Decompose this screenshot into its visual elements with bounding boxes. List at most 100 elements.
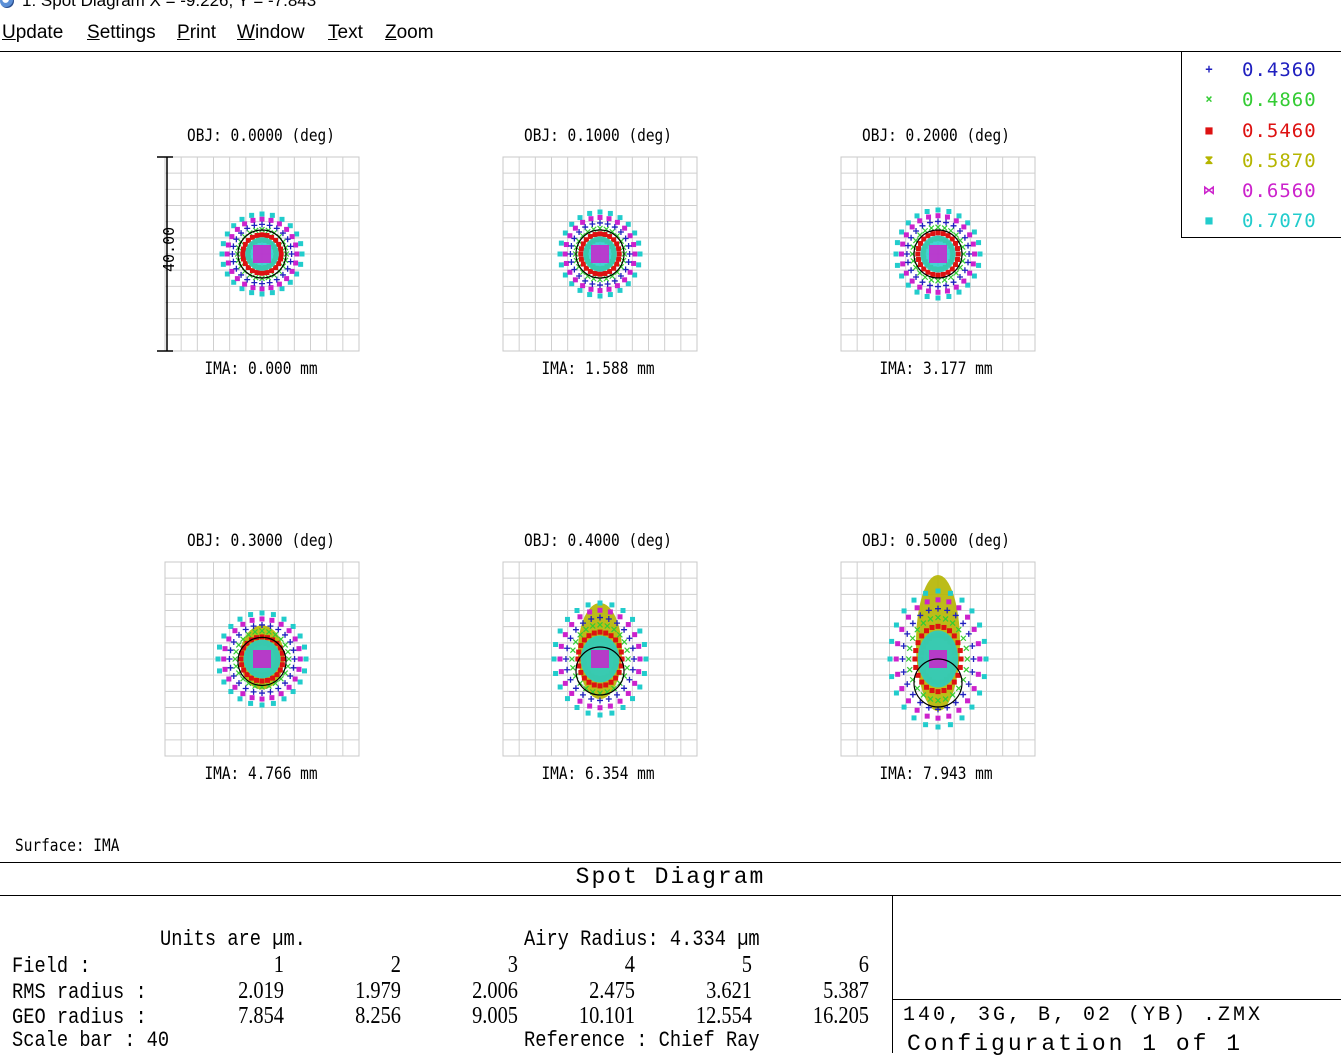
spot-marker-square [586, 633, 592, 639]
spot-marker-square [578, 643, 584, 649]
spot-marker-square [597, 600, 603, 606]
spot-marker-cross [259, 628, 265, 634]
spot-marker-square [273, 237, 279, 243]
spot-marker-square [234, 226, 240, 232]
spot-marker-square [603, 682, 609, 688]
spot-marker-plus [904, 681, 911, 688]
menu-divider [0, 51, 1341, 52]
spot-marker-square [946, 713, 952, 719]
spot-marker-plus [250, 623, 257, 630]
spot-marker-square [237, 616, 243, 622]
spot-marker-square [935, 295, 941, 301]
spot-marker-plus [926, 282, 933, 289]
menu-zoom[interactable]: Zoom [385, 22, 434, 43]
spot-marker-cross [624, 664, 631, 671]
spot-marker-square [259, 232, 265, 238]
spot-marker-square [279, 650, 285, 656]
spot-marker-cross [920, 691, 927, 698]
configuration-label: Configuration 1 of 1 [907, 1031, 1244, 1057]
spot-marker-square [278, 251, 284, 257]
menu-print[interactable]: Print [177, 22, 217, 43]
spot-marker-square [947, 628, 953, 634]
spot-marker-square [945, 269, 951, 275]
spot-marker-plus [965, 259, 972, 266]
field-number: 2 [390, 952, 401, 978]
spot-marker-square [577, 215, 583, 221]
spot-marker-plus [589, 220, 596, 227]
spot-marker-square [630, 696, 636, 702]
spot-marker-square [893, 622, 899, 628]
spot-marker-plus [227, 647, 234, 654]
spot-marker-square [969, 704, 975, 710]
spot-marker-cross [927, 616, 934, 622]
spot-marker-square [603, 630, 609, 636]
spot-marker-square [637, 251, 643, 257]
spot-marker-square [926, 214, 932, 220]
spot-marker-cross [285, 648, 291, 655]
spot-marker-square [286, 628, 292, 634]
spot-marker-plus [605, 615, 612, 622]
spot-marker-square [899, 229, 905, 235]
spot-marker-square [242, 281, 248, 287]
spot-marker-cross [245, 631, 252, 638]
spot-marker-plus [288, 251, 295, 257]
spot-marker-plus [568, 259, 575, 266]
spot-marker-cross [584, 273, 591, 280]
spot-marker-plus [266, 279, 273, 286]
spot-marker-square [972, 251, 978, 257]
spot-marker-square [614, 219, 620, 225]
menu-text[interactable]: Text [328, 22, 363, 43]
spot-marker-square [918, 240, 924, 246]
spot-marker-square [225, 260, 231, 266]
spot-marker-square [911, 597, 917, 603]
spot-marker-cross [942, 616, 949, 622]
spot-marker-square [602, 270, 608, 276]
spot-marker-square [944, 288, 950, 294]
units-note: Units are µm. [160, 927, 306, 952]
spot-marker-square [981, 674, 987, 680]
spot-marker-square [977, 622, 983, 628]
spot-marker-square [254, 270, 260, 276]
spot-marker-square [914, 707, 920, 713]
menu-update[interactable]: Update [2, 22, 64, 43]
spot-marker-plus [582, 224, 589, 231]
spot-marker-square [919, 633, 925, 639]
spot-marker-square [617, 215, 623, 221]
spot-marker-square [923, 628, 929, 634]
spot-marker-square [965, 698, 971, 704]
spot-marker-square [887, 656, 893, 662]
spot-marker-cross [909, 635, 916, 642]
spot-marker-square [278, 246, 284, 252]
spot-marker-square [264, 270, 270, 276]
app-icon [0, 0, 14, 8]
spot-marker-cross [949, 691, 956, 698]
spot-marker-square [574, 704, 580, 710]
spot-marker-square [216, 668, 222, 674]
spot-marker-square [220, 261, 226, 267]
spot-marker-plus [950, 222, 957, 229]
spot-marker-plus [238, 230, 245, 237]
spot-marker-cross [583, 685, 589, 692]
spot-marker-square [955, 640, 961, 646]
spot-marker-cross [569, 647, 576, 654]
spot-marker-square [587, 234, 593, 240]
spot-marker-square [915, 672, 921, 678]
spot-marker-plus [572, 626, 579, 633]
spot-marker-square [893, 251, 899, 257]
spot-marker-square [293, 242, 299, 248]
spot-marker-square [553, 670, 559, 676]
spot-marker-square [636, 669, 642, 675]
spot-marker-square [264, 232, 270, 238]
spot-marker-square [925, 269, 931, 275]
menu-settings[interactable]: Settings [87, 22, 156, 43]
spot-marker-plus [279, 271, 286, 278]
menu-window[interactable]: Window [237, 22, 305, 43]
spot-marker-plus [611, 224, 618, 231]
spot-marker-cross [914, 626, 921, 633]
spot-marker-square [930, 231, 936, 237]
spot-marker-plus [275, 626, 282, 633]
spot-marker-square [941, 688, 947, 694]
spot-marker-square [249, 212, 255, 218]
spot-marker-square [947, 722, 953, 728]
field-ima-label: IMA: 4.766 mm [204, 764, 318, 784]
